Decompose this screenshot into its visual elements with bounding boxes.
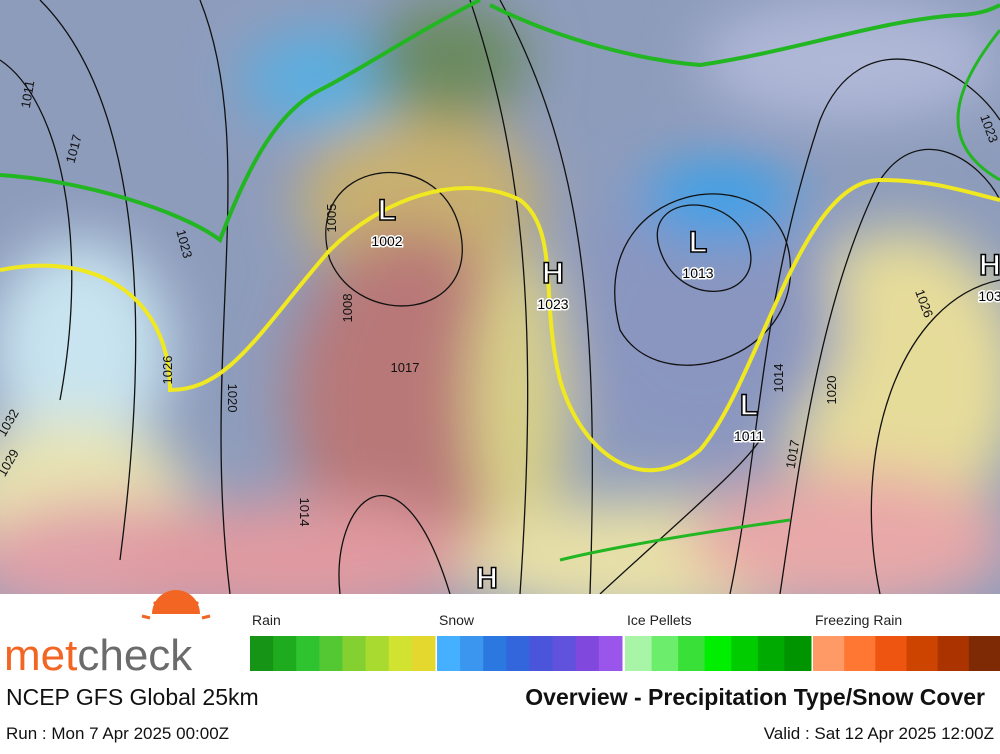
pressure-letter: L — [689, 226, 707, 259]
isobar-label: 1008 — [340, 294, 355, 323]
legend-swatch — [678, 636, 706, 671]
isobar-label: 1020 — [824, 376, 839, 405]
pressure-letter: H — [979, 249, 1000, 282]
legend-swatch — [906, 636, 939, 671]
legend-swatch — [651, 636, 679, 671]
legend-label: Snow — [439, 612, 475, 628]
legend: Rain Snow Ice Pellets Freezing Rain — [250, 612, 1000, 671]
logo-met: met — [4, 631, 77, 680]
legend-swatch — [342, 636, 367, 671]
legend-swatch — [506, 636, 530, 671]
isobar-label: 1014 — [771, 364, 786, 393]
legend-swatch — [844, 636, 876, 671]
legend-swatch — [296, 636, 320, 671]
valid-time: Valid : Sat 12 Apr 2025 12:00Z — [764, 724, 994, 743]
isobar-label: 1020 — [225, 384, 240, 413]
legend-label: Rain — [252, 612, 281, 628]
isobar-label: 1005 — [324, 204, 339, 233]
legend-swatch — [757, 636, 785, 671]
model-name: NCEP GFS Global 25km — [6, 684, 259, 710]
isobar-label: 1026 — [160, 356, 175, 385]
legend-swatch — [575, 636, 600, 671]
legend-swatch — [411, 636, 436, 671]
pressure-letter: L — [740, 389, 758, 422]
map-title: Overview - Precipitation Type/Snow Cover — [525, 684, 985, 710]
legend-label: Ice Pellets — [627, 612, 692, 628]
pressure-letter: H — [476, 562, 498, 595]
legend-swatch — [704, 636, 732, 671]
isobar-label: 1011 — [18, 79, 38, 109]
map: L 1002 H 1023 L 1013 L 1011 H 103 H 1011 1017 1023 102… — [0, 0, 1000, 595]
legend-swatch — [598, 636, 623, 671]
isobar-label: 1023 — [173, 228, 195, 260]
isobar-label: 1017 — [783, 439, 803, 470]
logo-check: check — [77, 631, 193, 680]
pressure-value: 1013 — [682, 265, 713, 281]
legend-swatch — [875, 636, 907, 671]
isobar-label: 1017 — [391, 360, 420, 375]
pressure-letter: L — [378, 194, 396, 227]
run-time: Run : Mon 7 Apr 2025 00:00Z — [6, 724, 229, 743]
pressure-value: 103 — [978, 288, 1000, 304]
legend-swatch — [784, 636, 812, 671]
pressure-letter: H — [542, 257, 564, 290]
legend-swatch — [460, 636, 484, 671]
legend-swatch — [365, 636, 390, 671]
legend-swatch — [731, 636, 759, 671]
legend-swatch — [937, 636, 970, 671]
pressure-value: 1002 — [371, 233, 402, 249]
legend-swatch — [437, 636, 461, 671]
legend-swatch — [625, 636, 653, 671]
legend-swatch — [319, 636, 343, 671]
logo: metcheck — [4, 590, 211, 680]
legend-swatch — [250, 636, 274, 671]
pressure-value: 1011 — [734, 428, 764, 444]
legend-swatch — [388, 636, 413, 671]
pressure-value: 1023 — [537, 296, 568, 312]
isobar-label: 1014 — [297, 498, 312, 527]
legend-swatch — [968, 636, 1000, 671]
legend-swatch — [273, 636, 297, 671]
logo-text: metcheck — [4, 631, 193, 680]
legend-swatch — [483, 636, 507, 671]
legend-label: Freezing Rain — [815, 612, 902, 628]
legend-swatch — [529, 636, 554, 671]
legend-swatch — [552, 636, 577, 671]
legend-swatch — [813, 636, 845, 671]
isobar-label: 1017 — [63, 133, 85, 165]
